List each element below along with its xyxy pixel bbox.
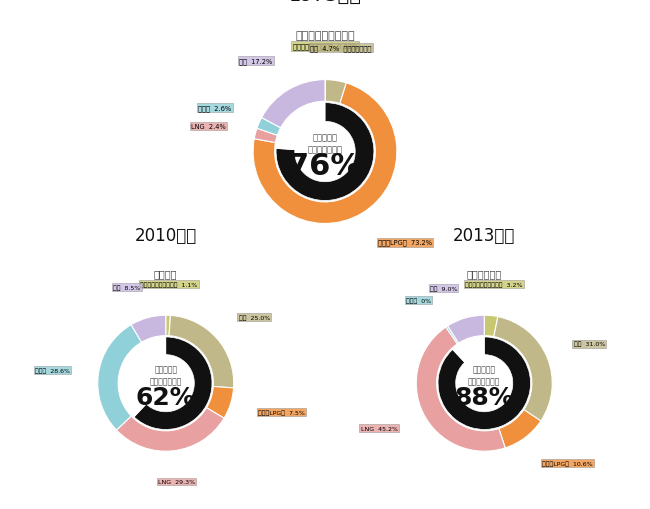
Text: 海外からの
化石燃料依存度: 海外からの 化石燃料依存度 [307,133,343,154]
Text: 原子力  2.6%: 原子力 2.6% [198,105,231,111]
Wedge shape [446,326,459,344]
Text: LNG  29.3%: LNG 29.3% [158,479,195,484]
Text: 石炭  4.7%  （国内炭のみ）: 石炭 4.7% （国内炭のみ） [310,45,371,51]
Text: 直近の確定値: 直近の確定値 [467,269,502,278]
Wedge shape [494,317,552,421]
Text: 水力  8.5%: 水力 8.5% [113,285,140,291]
Text: 石油・LPG等  10.6%: 石油・LPG等 10.6% [543,460,593,466]
Wedge shape [207,387,233,418]
Text: 再生可能エネルギー等  1.1%: 再生可能エネルギー等 1.1% [140,281,198,287]
Text: 海外からの
化石燃料依存度: 海外からの 化石燃料依存度 [468,364,500,386]
Title: 1973年度: 1973年度 [289,0,361,5]
Wedge shape [484,316,498,337]
Text: 88%: 88% [454,385,514,409]
Wedge shape [499,410,541,448]
Text: LNG  2.4%: LNG 2.4% [191,124,226,130]
Wedge shape [253,83,397,224]
Text: 62%: 62% [136,385,196,409]
Wedge shape [257,118,281,136]
Title: 2010年度: 2010年度 [135,227,197,244]
Text: 海外からの
化石燃料依存度: 海外からの 化石燃料依存度 [150,364,182,386]
Wedge shape [416,327,505,451]
Text: 石炭  31.0%: 石炭 31.0% [573,341,604,347]
Wedge shape [254,129,278,144]
Text: 石油・LPG等  73.2%: 石油・LPG等 73.2% [378,239,432,246]
Text: LNG  45.2%: LNG 45.2% [361,426,398,431]
Text: 再生可能エネルギー等  3.2%: 再生可能エネルギー等 3.2% [465,282,523,288]
Text: 原子力  28.6%: 原子力 28.6% [35,367,70,373]
Wedge shape [438,337,530,430]
Wedge shape [166,316,170,336]
Wedge shape [134,337,212,430]
Wedge shape [325,80,346,104]
Text: 水力  17.2%: 水力 17.2% [239,58,272,65]
Text: 76%: 76% [289,152,361,181]
Wedge shape [131,316,166,343]
Text: 水力  9.0%: 水力 9.0% [430,286,457,291]
Wedge shape [452,337,484,363]
Wedge shape [169,316,234,388]
Wedge shape [98,325,142,430]
Text: 石油・LPG等  7.5%: 石油・LPG等 7.5% [258,410,305,415]
Wedge shape [276,103,325,150]
Wedge shape [448,316,484,344]
Wedge shape [116,408,224,451]
Wedge shape [276,103,374,201]
Text: 再生可能エネルギー等  0.02%: 再生可能エネルギー等 0.02% [292,44,358,50]
Text: 石炭  25.0%: 石炭 25.0% [239,315,270,320]
Text: 原子力  0%: 原子力 0% [406,297,431,303]
Text: 第一次石油ショック: 第一次石油ショック [295,31,355,41]
Title: 2013年度: 2013年度 [453,227,515,244]
Wedge shape [120,337,166,417]
Text: 震災直前: 震災直前 [154,269,177,278]
Wedge shape [261,80,325,128]
